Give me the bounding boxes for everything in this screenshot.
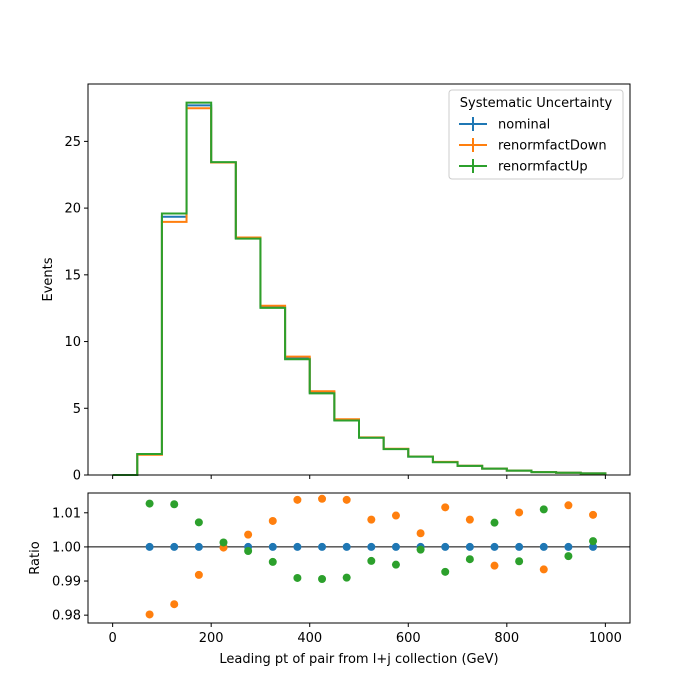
ratio-y-ticks: 0.98 0.99 1.00 1.01 xyxy=(52,506,88,624)
ratio-point-renormfactdown xyxy=(145,610,154,619)
ratio-point-renormfactdown xyxy=(268,516,277,525)
ratio-point-renormfactup xyxy=(219,538,228,547)
ratio-panel: 0.98 0.99 1.00 1.01 0 200 400 600 800 1000 Ratio… xyxy=(28,492,631,667)
ratio-point-nominal xyxy=(441,542,450,551)
ratio-point-renormfactup xyxy=(564,552,573,561)
x-tick-label: 600 xyxy=(396,631,421,646)
x-tick-label: 0 xyxy=(108,631,116,646)
legend-entry-renormfactup: renormfactUp xyxy=(459,159,588,175)
main-y-tick-label: 5 xyxy=(73,402,81,417)
legend: Systematic Uncertainty nominal renormfact… xyxy=(448,89,624,180)
ratio-point-nominal xyxy=(318,542,327,551)
ratio-point-renormfactdown xyxy=(539,565,548,574)
ratio-point-renormfactdown xyxy=(293,495,302,504)
ratio-point-nominal xyxy=(564,542,573,551)
ratio-point-renormfactup xyxy=(145,499,154,508)
ratio-point-nominal xyxy=(490,542,499,551)
ratio-point-nominal xyxy=(391,542,400,551)
ratio-point-nominal xyxy=(515,542,524,551)
ratio-point-renormfactdown xyxy=(194,570,203,579)
ratio-point-renormfactdown xyxy=(367,515,376,524)
ratio-point-renormfactup xyxy=(441,567,450,576)
ratio-point-nominal xyxy=(268,542,277,551)
ratio-point-nominal xyxy=(194,542,203,551)
ratio-points-group xyxy=(145,494,598,619)
main-y-tick-label: 25 xyxy=(64,135,81,150)
ratio-y-tick-label: 0.99 xyxy=(52,575,81,590)
ratio-point-renormfactup xyxy=(416,545,425,554)
ratio-point-renormfactup xyxy=(367,556,376,565)
ratio-point-renormfactup xyxy=(268,557,277,566)
ratio-point-nominal xyxy=(293,542,302,551)
ratio-point-renormfactup xyxy=(342,573,351,582)
ratio-point-renormfactdown xyxy=(416,529,425,538)
main-y-tick-label: 10 xyxy=(64,335,81,350)
legend-title: Systematic Uncertainty xyxy=(460,96,613,111)
ratio-y-tick-label: 1.01 xyxy=(52,506,81,521)
x-tick-label: 400 xyxy=(297,631,322,646)
ratio-point-nominal xyxy=(145,542,154,551)
main-y-axis-label: Events xyxy=(41,257,56,301)
legend-box xyxy=(448,89,624,180)
ratio-point-renormfactup xyxy=(515,557,524,566)
ratio-point-renormfactup xyxy=(318,574,327,583)
x-axis-label: Leading pt of pair from l+j collection (… xyxy=(219,652,498,667)
ratio-point-nominal xyxy=(589,542,598,551)
ratio-point-renormfactup xyxy=(539,505,548,514)
ratio-point-renormfactup xyxy=(465,555,474,564)
main-panel: 0 5 10 15 20 25 Events Systematic Uncertainty… xyxy=(41,83,631,484)
ratio-plot-frame xyxy=(87,492,631,624)
ratio-point-renormfactdown xyxy=(244,530,253,539)
legend-entry-nominal: nominal xyxy=(459,117,550,133)
main-x-ticks xyxy=(112,475,606,479)
x-tick-label: 1000 xyxy=(589,631,622,646)
ratio-point-nominal xyxy=(342,542,351,551)
ratio-point-renormfactup xyxy=(244,547,253,556)
ratio-point-renormfactdown xyxy=(465,515,474,524)
ratio-y-tick-label: 1.00 xyxy=(52,540,81,555)
main-y-ticks: 0 5 10 15 20 25 xyxy=(64,135,88,484)
ratio-y-tick-label: 0.98 xyxy=(52,609,81,624)
ratio-point-renormfactup xyxy=(170,500,179,509)
ratio-point-renormfactdown xyxy=(342,495,351,504)
ratio-point-renormfactdown xyxy=(515,508,524,517)
main-plot-frame xyxy=(87,83,631,476)
ratio-point-renormfactup xyxy=(194,518,203,527)
ratio-point-renormfactdown xyxy=(441,503,450,512)
ratio-point-renormfactdown xyxy=(391,511,400,520)
ratio-point-renormfactup xyxy=(490,518,499,527)
main-y-tick-label: 20 xyxy=(64,202,81,217)
ratio-point-nominal xyxy=(170,542,179,551)
ratio-point-renormfactdown xyxy=(589,510,598,519)
legend-entries: nominal renormfactDown renormfactUp xyxy=(459,117,607,175)
main-y-tick-label: 15 xyxy=(64,268,81,283)
ratio-point-renormfactdown xyxy=(490,561,499,570)
ratio-point-nominal xyxy=(367,542,376,551)
legend-label: renormfactDown xyxy=(498,139,607,154)
ratio-y-axis-label: Ratio xyxy=(28,541,43,574)
ratio-point-renormfactup xyxy=(391,560,400,569)
ratio-point-renormfactup xyxy=(589,537,598,546)
legend-label: nominal xyxy=(498,118,550,133)
ratio-point-renormfactdown xyxy=(318,494,327,503)
x-tick-label: 200 xyxy=(199,631,224,646)
legend-label: renormfactUp xyxy=(498,160,588,175)
ratio-point-nominal xyxy=(539,542,548,551)
main-y-tick-label: 0 xyxy=(73,469,81,484)
legend-entry-renormfactdown: renormfactDown xyxy=(459,138,607,154)
ratio-point-renormfactdown xyxy=(564,501,573,510)
ratio-point-renormfactdown xyxy=(170,600,179,609)
main-series-group xyxy=(112,101,607,476)
ratio-point-renormfactup xyxy=(293,573,302,582)
x-tick-label: 800 xyxy=(494,631,519,646)
ratio-x-ticks: 0 200 400 600 800 1000 xyxy=(108,623,622,646)
step-series-renormfactup xyxy=(112,101,607,476)
ratio-point-nominal xyxy=(465,542,474,551)
